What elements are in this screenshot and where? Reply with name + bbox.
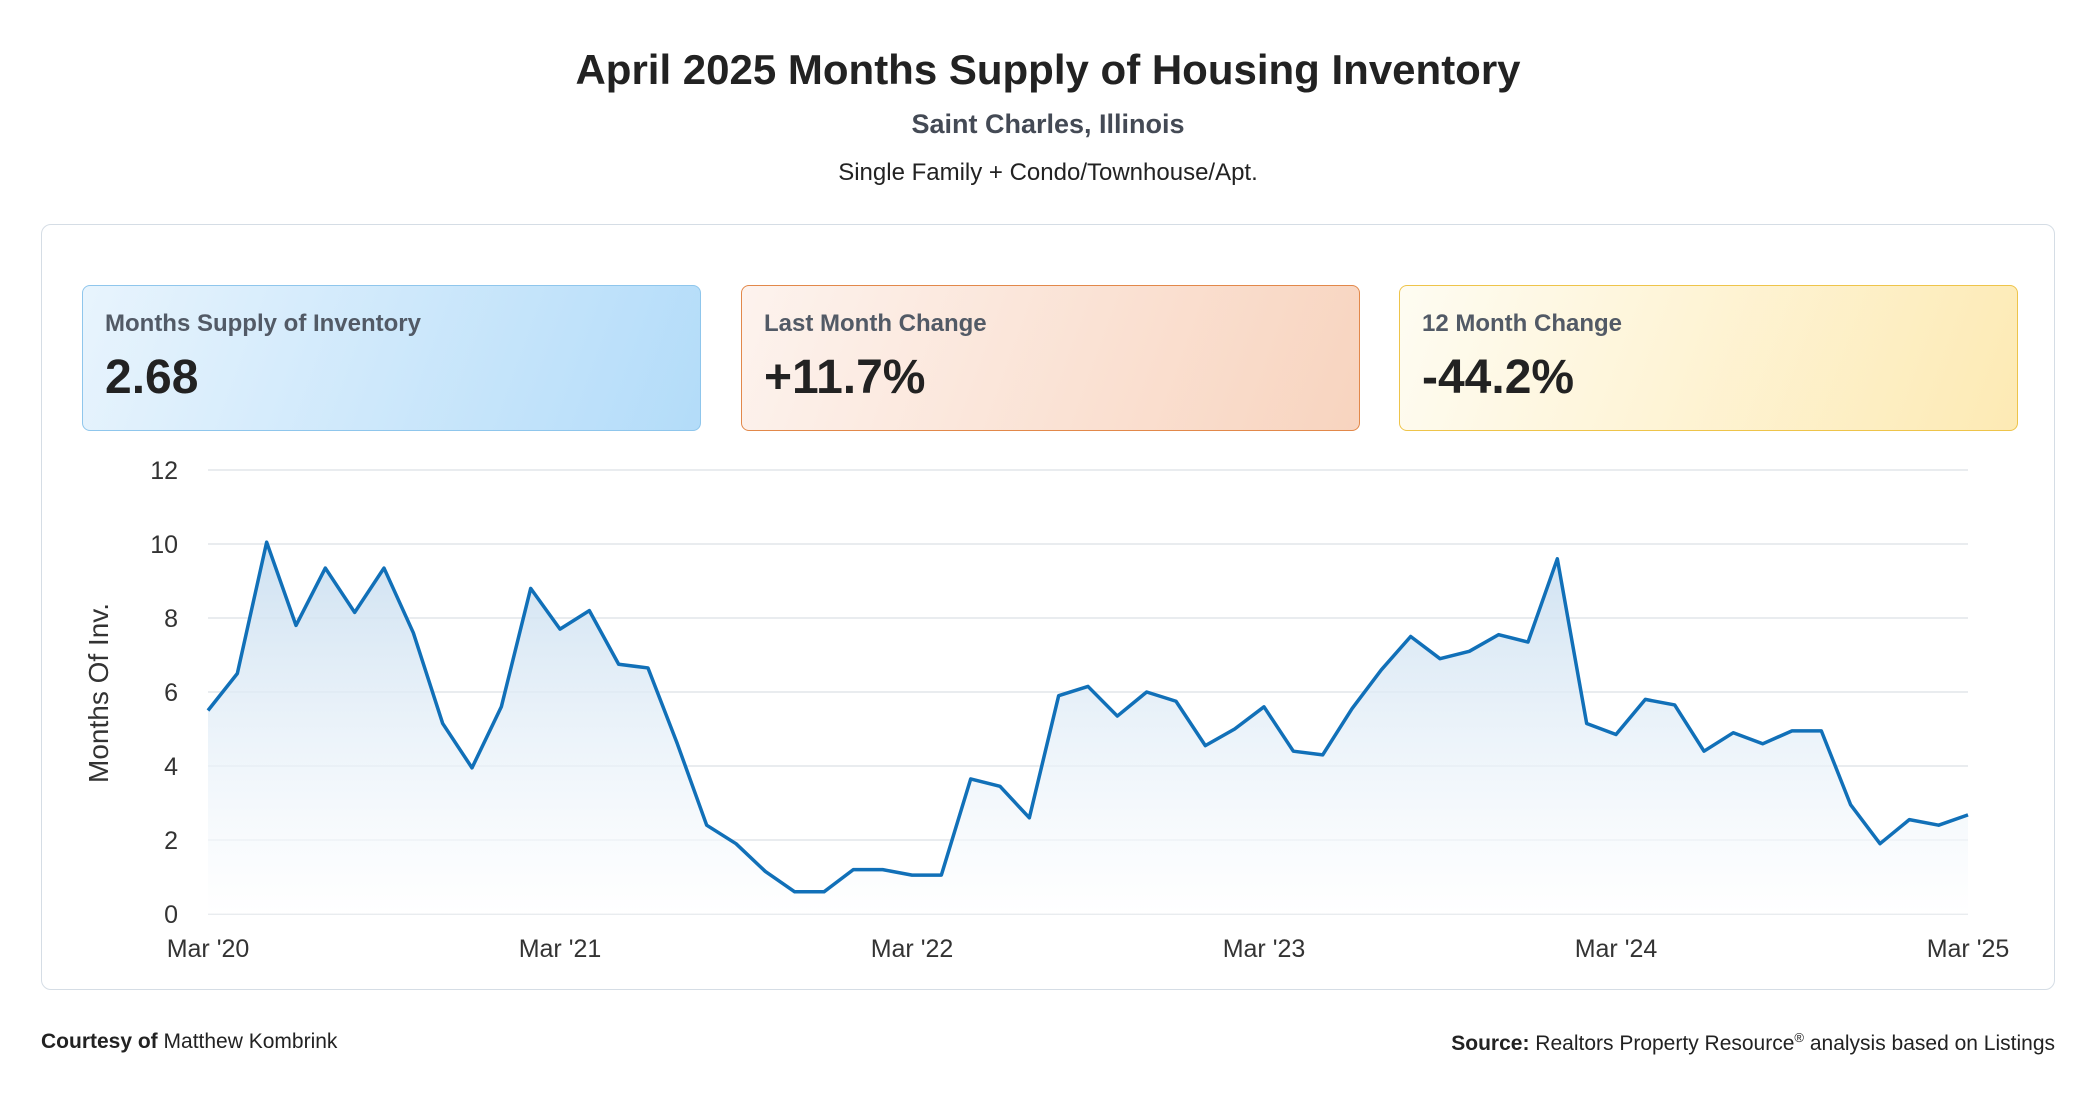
series-area (208, 542, 1968, 914)
y-tick-label: 6 (164, 679, 178, 707)
y-axis-ticks: 0 2 4 6 8 10 12 (150, 457, 178, 929)
x-tick-label: Mar '20 (167, 935, 250, 963)
registered-mark: ® (1794, 1030, 1804, 1045)
kpi-label: Months Supply of Inventory (105, 310, 421, 337)
y-tick-label: 12 (150, 457, 178, 485)
series-line (206, 540, 1969, 894)
kpi-card-12-month-change: 12 Month Change -44.2% (1399, 285, 2018, 431)
y-tick-label: 10 (150, 531, 178, 559)
property-segment: Single Family + Condo/Townhouse/Apt. (838, 159, 1258, 186)
kpi-value: +11.7% (764, 351, 926, 404)
x-axis-ticks: Mar '20 Mar '21 Mar '22 Mar '23 Mar '24 Mar '… (167, 935, 2010, 963)
source-text: analysis based on Listings (1809, 1032, 2055, 1055)
x-tick-label: Mar '25 (1927, 935, 2010, 963)
footer-source: Source: Realtors Property Resource® anal… (1451, 1030, 2055, 1056)
y-tick-label: 8 (164, 605, 178, 633)
kpi-label: Last Month Change (764, 310, 987, 337)
y-tick-label: 2 (164, 827, 178, 855)
footer-courtesy: Courtesy of Matthew Kombrink (41, 1030, 337, 1054)
x-tick-label: Mar '23 (1223, 935, 1306, 963)
kpi-value: -44.2% (1422, 351, 1575, 404)
x-tick-label: Mar '22 (871, 935, 954, 963)
kpi-value: 2.68 (105, 351, 199, 404)
location-subtitle: Saint Charles, Illinois (911, 109, 1185, 139)
source-label: Source: (1451, 1032, 1530, 1055)
y-tick-label: 0 (164, 901, 178, 929)
x-tick-label: Mar '24 (1575, 935, 1658, 963)
page-title: April 2025 Months Supply of Housing Inve… (575, 46, 1521, 93)
y-tick-label: 4 (164, 753, 178, 781)
kpi-card-last-month-change: Last Month Change +11.7% (741, 285, 1360, 431)
kpi-label: 12 Month Change (1422, 310, 1623, 337)
kpi-card-months-supply: Months Supply of Inventory 2.68 (82, 285, 701, 431)
courtesy-label: Courtesy of (41, 1030, 158, 1053)
source-name: Realtors Property Resource (1535, 1032, 1795, 1055)
y-axis-label: Months Of Inv. (83, 603, 114, 783)
courtesy-name: Matthew Kombrink (163, 1030, 338, 1053)
x-tick-label: Mar '21 (519, 935, 602, 963)
